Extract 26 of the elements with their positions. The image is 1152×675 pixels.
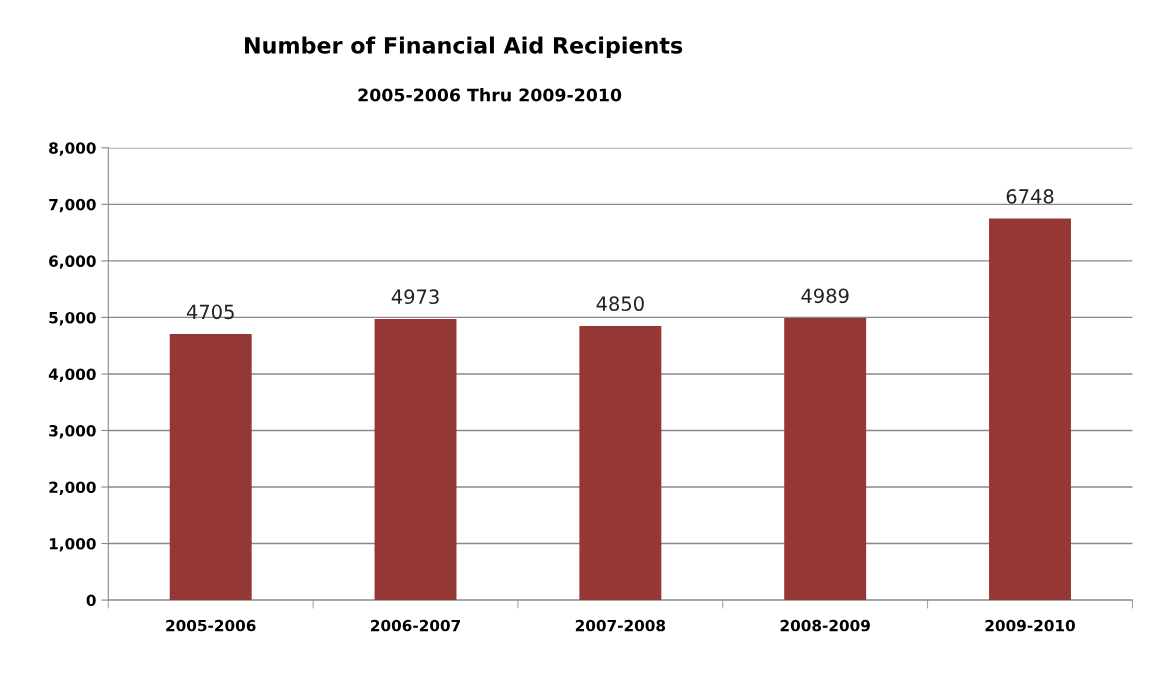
x-tick-label: 2006-2007 (371, 619, 460, 632)
bar (374, 318, 457, 601)
data-label: 4989 (801, 288, 849, 304)
data-label: 4850 (596, 296, 644, 312)
y-tick-label: 7,000 (49, 198, 96, 213)
chart-title: Number of Financial Aid Recipients (245, 36, 683, 58)
y-tick-label: 2,000 (49, 481, 96, 495)
x-tick-label: 2009-2010 (985, 619, 1075, 632)
y-tick-label: 8,000 (49, 142, 96, 156)
data-label: 6748 (1006, 189, 1054, 204)
data-label: 4973 (391, 289, 439, 305)
y-tick-label: 0 (86, 594, 96, 607)
y-tick-label: 6,000 (49, 255, 96, 269)
y-tick-label: 3,000 (49, 424, 96, 439)
y-tick-label: 1,000 (49, 538, 96, 552)
x-tick-label: 2008-2009 (780, 619, 870, 632)
y-tick-label: 5,000 (49, 311, 96, 326)
bar (169, 334, 252, 601)
bar (989, 218, 1071, 601)
x-tick-label: 2005-2006 (166, 619, 256, 632)
x-tick-label: 2007-2008 (575, 619, 666, 632)
bar (784, 318, 867, 601)
bar (579, 325, 662, 601)
chart-subtitle: 2005-2006 Thru 2009-2010 (358, 88, 622, 102)
data-label: 4705 (186, 304, 234, 320)
y-tick-label: 4,000 (48, 368, 96, 382)
